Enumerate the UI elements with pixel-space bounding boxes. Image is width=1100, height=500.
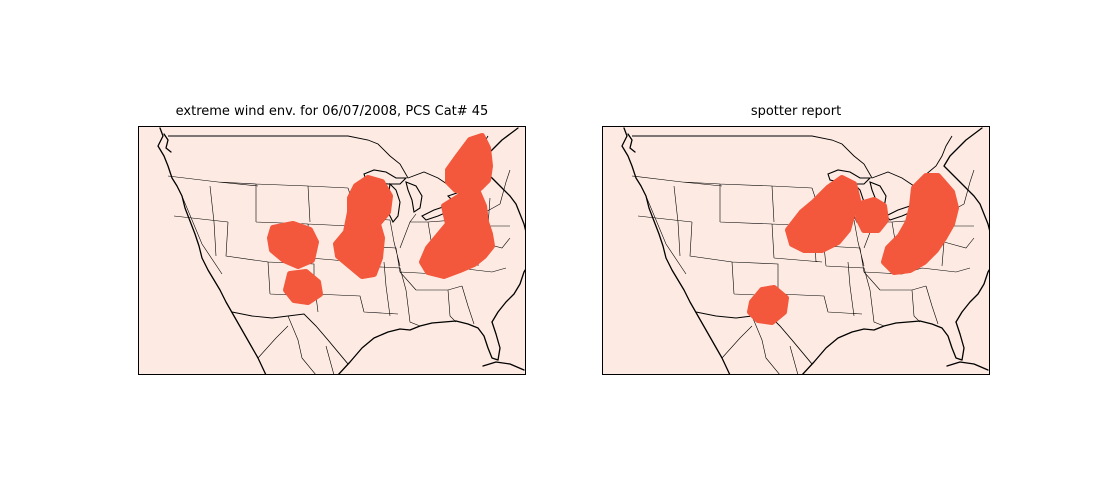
region-oklahoma-panhandle <box>283 269 323 305</box>
region-nebraska-michigan <box>785 175 861 253</box>
map-panel-left: extreme wind env. for 06/07/2008, PCS Ca… <box>138 104 526 375</box>
region-ohio-valley-midatlantic <box>881 173 959 275</box>
map-panel-right: spotter report <box>602 104 990 375</box>
panel-title: extreme wind env. for 06/07/2008, PCS Ca… <box>175 104 489 119</box>
highlight-regions <box>267 133 495 305</box>
region-oklahoma <box>747 285 789 325</box>
region-colorado-kansas <box>267 221 319 269</box>
region-new-york-new-england <box>445 133 493 195</box>
highlight-regions <box>747 173 959 325</box>
map-canvas <box>138 126 526 375</box>
region-indiana-ohio <box>855 197 889 233</box>
map-frame <box>602 126 990 375</box>
region-wisconsin-missouri <box>333 175 393 279</box>
region-ohio-valley-midatlantic <box>419 189 495 279</box>
map-canvas <box>602 126 990 375</box>
panel-title: spotter report <box>750 104 842 119</box>
map-frame <box>138 126 526 375</box>
